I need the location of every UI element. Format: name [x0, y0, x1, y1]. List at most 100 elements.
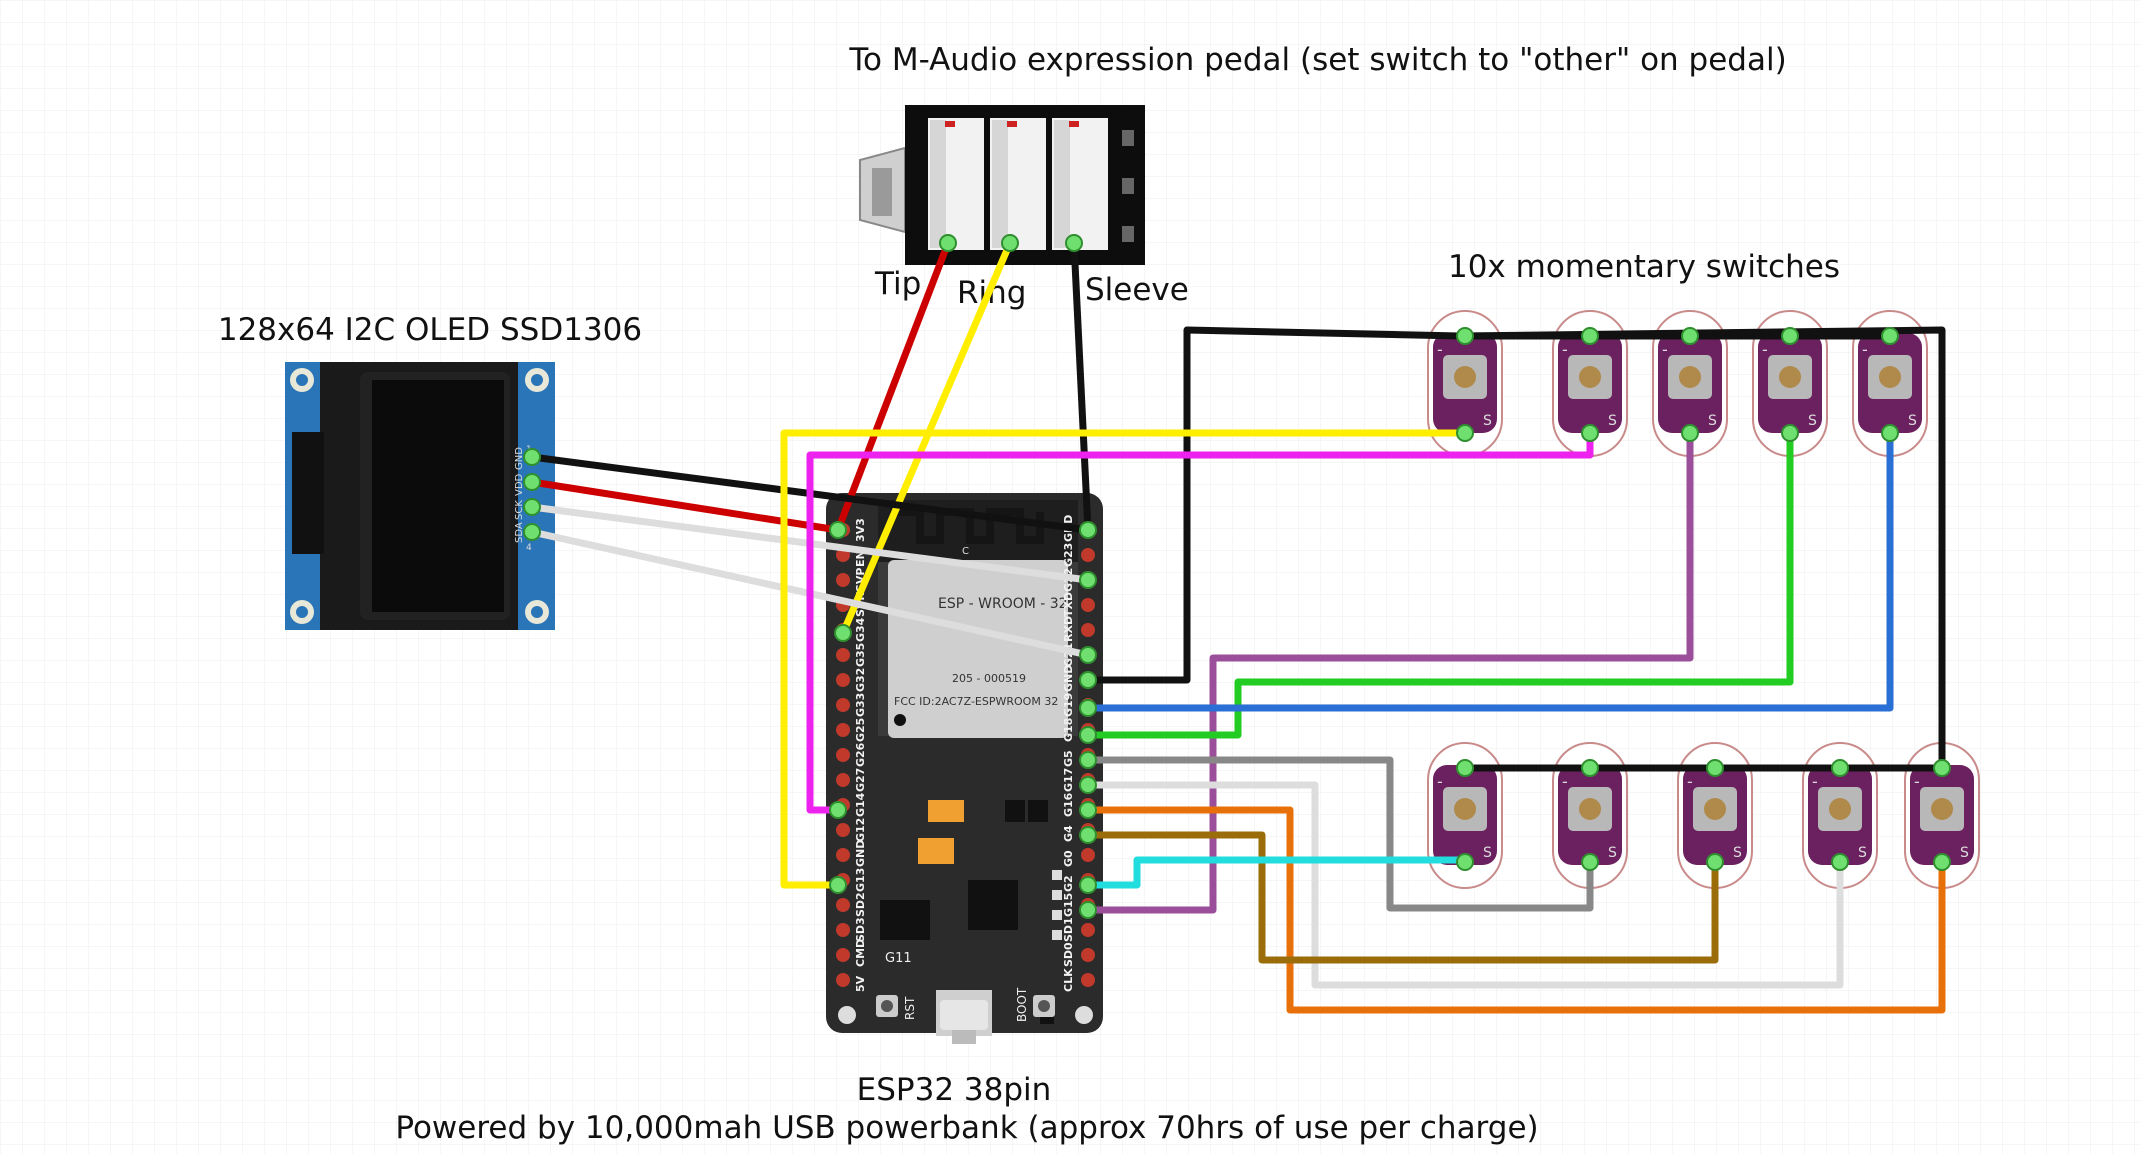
- wire-brown-g4: [1088, 831, 1719, 964]
- momentary-switch-8: -S: [1677, 742, 1753, 889]
- wire-endpoint: [1079, 671, 1097, 689]
- pin-label-left-17: CMD: [854, 939, 867, 967]
- pin-left-svp: [836, 573, 850, 587]
- pin-label-right-9: G5: [1062, 750, 1075, 767]
- momentary-switch-10: -S: [1904, 742, 1980, 889]
- wire-endpoint: [1079, 726, 1097, 744]
- wire-endpoint: [1581, 759, 1599, 777]
- pin-label-left-16: SD3: [854, 917, 867, 942]
- pin-label-right-14: G2: [1062, 875, 1075, 892]
- wire-endpoint: [1933, 853, 1951, 871]
- switch-minus-mark: -: [1662, 340, 1668, 359]
- pin-left-gnd: [836, 848, 850, 862]
- wire-endpoint: [829, 521, 847, 539]
- pin-label-right-11: G16: [1062, 792, 1075, 817]
- pin-label-left-10: G27: [854, 768, 867, 792]
- wire-endpoint: [1079, 571, 1097, 589]
- tip-label: Tip: [874, 266, 921, 302]
- sleeve-label: Sleeve: [1085, 272, 1189, 308]
- switch-minus-mark: -: [1812, 772, 1818, 791]
- wire-sleeve-black: [1070, 242, 1092, 531]
- wire-endpoint: [1681, 424, 1699, 442]
- pin-label-left-5: G35: [854, 643, 867, 667]
- wire-endpoint: [523, 473, 541, 491]
- switch-minus-mark: -: [1437, 772, 1443, 791]
- oled-title: 128x64 I2C OLED SSD1306: [218, 312, 642, 348]
- momentary-switch-3: -S: [1652, 310, 1728, 457]
- pin-label-left-0: 3V3: [854, 518, 867, 542]
- switch-s-mark: S: [1808, 413, 1817, 429]
- switch-s-mark: S: [1858, 845, 1867, 861]
- momentary-switch-9: -S: [1802, 742, 1878, 889]
- wire-endpoint: [1581, 424, 1599, 442]
- pin-label-right-6: GND: [1062, 665, 1075, 692]
- pin-label-left-9: G26: [854, 742, 867, 767]
- wire-endpoint: [1881, 327, 1899, 345]
- wire-endpoint: [1079, 776, 1097, 794]
- pin-left-5v: [836, 973, 850, 987]
- switch-s-mark: S: [1708, 413, 1717, 429]
- pin-right-g0: [1081, 848, 1095, 862]
- switch-array: -S-S-S-S-S-S-S-S-S-S: [1427, 310, 1980, 889]
- pin-label-left-18: 5V: [854, 975, 867, 992]
- wire-endpoint: [1581, 327, 1599, 345]
- pin-left-sd2: [836, 898, 850, 912]
- wire-endpoint: [1681, 327, 1699, 345]
- pin-label-left-13: GND: [854, 840, 867, 867]
- pin-label-left-12: G12: [854, 818, 867, 842]
- wire-endpoint: [1456, 424, 1474, 442]
- pin-label-right-3: TXD: [1062, 592, 1075, 617]
- switch-s-mark: S: [1908, 413, 1917, 429]
- pin-label-right-15: G15: [1062, 893, 1075, 917]
- switch-s-mark: S: [1483, 845, 1492, 861]
- pin-label-right-8: G18: [1062, 718, 1075, 742]
- pin-label-right-12: G4: [1062, 825, 1075, 842]
- pin-right-sd1: [1081, 923, 1095, 937]
- pin-label-left-15: SD2: [854, 892, 867, 917]
- module-brand: ESP - WROOM - 32: [938, 596, 1068, 612]
- wire-endpoint: [1456, 759, 1474, 777]
- switch-s-mark: S: [1483, 413, 1492, 429]
- pin-left-g26: [836, 748, 850, 762]
- pin-right-clk: [1081, 973, 1095, 987]
- switch-minus-mark: -: [1862, 340, 1868, 359]
- wire-gray-g5: [1088, 756, 1594, 912]
- switch-s-mark: S: [1733, 845, 1742, 861]
- wire-orange-g16: [1088, 806, 1946, 1014]
- wire-endpoint: [1079, 521, 1097, 539]
- wire-endpoint: [1933, 759, 1951, 777]
- wire-endpoint: [829, 801, 847, 819]
- oled-pin-sda: SDA: [514, 522, 525, 543]
- pin-left-cmd: [836, 948, 850, 962]
- switch-s-mark: S: [1608, 413, 1617, 429]
- wire-endpoint: [1079, 801, 1097, 819]
- power-note: Powered by 10,000mah USB powerbank (appr…: [395, 1110, 1538, 1146]
- pin-label-left-1: EN: [854, 550, 867, 567]
- wire-endpoint: [1706, 759, 1724, 777]
- pin-label-left-14: G13: [854, 868, 867, 892]
- pin-left-g35: [836, 648, 850, 662]
- rst-label: RST: [903, 996, 917, 1020]
- pin-left-g27: [836, 773, 850, 787]
- wire-white-g17: [1088, 781, 1844, 989]
- switches-title: 10x momentary switches: [1448, 249, 1840, 285]
- switch-s-mark: S: [1960, 845, 1969, 861]
- wire-endpoint: [829, 876, 847, 894]
- wire-endpoint: [939, 234, 957, 252]
- wire-endpoint: [1079, 826, 1097, 844]
- switch-minus-mark: -: [1562, 340, 1568, 359]
- boot-label: BOOT: [1015, 987, 1029, 1022]
- esp32-module-labels: C ESP - WROOM - 32 205 - 000519 FCC ID:2…: [885, 546, 1068, 1022]
- pin-left-g12: [836, 823, 850, 837]
- pin-label-right-1: G23: [1062, 543, 1075, 567]
- oled-display: [285, 362, 555, 630]
- switch-minus-mark: -: [1437, 340, 1443, 359]
- pin-label-right-16: SD1: [1062, 917, 1075, 942]
- wire-endpoint: [1079, 901, 1097, 919]
- momentary-switch-2: -S: [1552, 310, 1628, 457]
- pin-left-g33: [836, 698, 850, 712]
- pin-right-sd0: [1081, 948, 1095, 962]
- wire-purple-g15: [1088, 433, 1694, 914]
- wire-endpoint: [523, 448, 541, 466]
